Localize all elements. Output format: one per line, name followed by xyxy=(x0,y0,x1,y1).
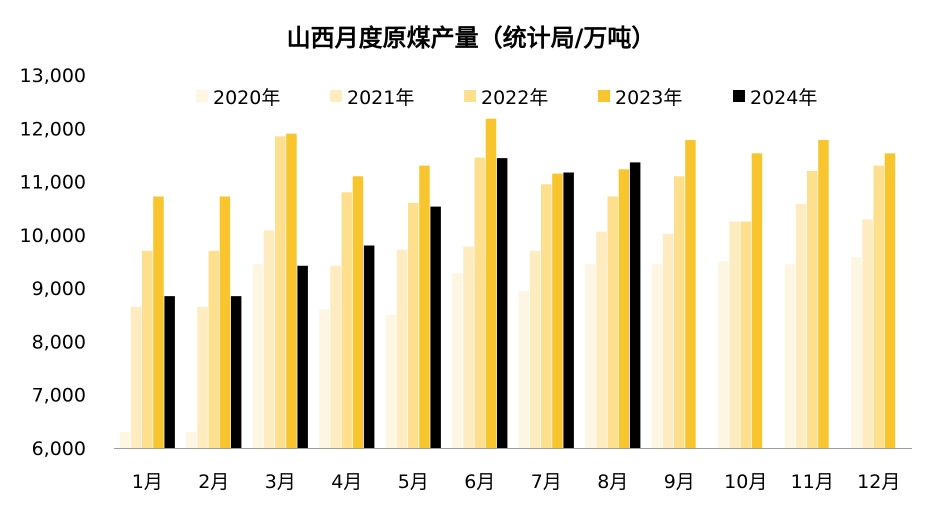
bar xyxy=(164,296,175,448)
bar xyxy=(130,306,142,448)
bar xyxy=(818,140,829,448)
bar xyxy=(197,306,208,448)
bar xyxy=(385,314,397,448)
legend-label: 2024年 xyxy=(750,87,817,109)
bar xyxy=(851,257,862,448)
bar xyxy=(541,184,552,448)
x-tick-label: 7月 xyxy=(531,471,562,493)
bar xyxy=(341,192,352,448)
legend: 2020年 2021年 2022年 2023年 2024年 xyxy=(196,87,817,109)
legend-label: 2022年 xyxy=(481,87,548,109)
bar xyxy=(142,250,153,448)
legend-swatch xyxy=(196,90,208,102)
bar xyxy=(807,170,818,448)
bars xyxy=(119,118,896,449)
legend-label: 2020年 xyxy=(213,87,280,109)
bar xyxy=(219,196,231,448)
y-tick-label: 9,000 xyxy=(32,278,86,300)
bar xyxy=(718,261,729,448)
bar xyxy=(452,273,463,448)
bar xyxy=(208,250,219,448)
bar xyxy=(607,196,618,448)
x-tick-label: 10月 xyxy=(724,471,767,493)
bar xyxy=(795,203,807,448)
x-tick-label: 12月 xyxy=(857,471,900,493)
x-tick-label: 8月 xyxy=(597,471,628,493)
bar xyxy=(651,264,663,448)
x-tick-label: 3月 xyxy=(265,471,296,493)
bar xyxy=(319,309,330,448)
bar xyxy=(618,169,630,448)
bar xyxy=(275,136,286,448)
bar xyxy=(363,245,375,448)
bar xyxy=(119,432,131,448)
x-tick-label: 4月 xyxy=(331,471,362,493)
bar xyxy=(419,165,430,449)
bar xyxy=(674,176,685,448)
bar xyxy=(784,264,796,448)
bar xyxy=(873,165,884,449)
bar xyxy=(585,264,596,448)
bar xyxy=(430,206,441,448)
bar xyxy=(751,153,763,448)
bar xyxy=(862,219,873,448)
bar xyxy=(297,265,308,448)
y-tick-label: 8,000 xyxy=(32,331,86,353)
x-axis: 1月 2月 3月 4月 5月 6月 7月 8月 9月 10月 11月 12月 xyxy=(114,448,912,493)
bar xyxy=(286,133,297,448)
bar xyxy=(740,221,751,448)
legend-label: 2021年 xyxy=(347,87,414,109)
bar xyxy=(529,250,541,448)
bar xyxy=(552,173,563,449)
bar xyxy=(596,231,607,448)
bar xyxy=(408,202,419,448)
bar xyxy=(396,249,408,448)
y-tick-label: 6,000 xyxy=(32,438,86,460)
bar xyxy=(352,176,364,448)
bar xyxy=(474,157,485,449)
legend-label: 2023年 xyxy=(615,87,682,109)
bar xyxy=(518,290,530,448)
y-tick-label: 7,000 xyxy=(32,385,86,407)
bar xyxy=(563,172,574,448)
bar xyxy=(153,196,164,448)
x-tick-label: 2月 xyxy=(198,471,229,493)
bar xyxy=(463,246,474,448)
x-tick-label: 9月 xyxy=(664,471,695,493)
x-tick-label: 6月 xyxy=(464,471,495,493)
x-tick-label: 1月 xyxy=(132,471,163,493)
bar xyxy=(252,264,264,448)
bar xyxy=(186,432,197,448)
bar xyxy=(496,158,508,448)
x-tick-label: 11月 xyxy=(791,471,834,493)
legend-swatch xyxy=(733,90,745,102)
y-tick-label: 11,000 xyxy=(20,172,86,194)
bar xyxy=(685,140,696,448)
bar xyxy=(629,162,641,449)
bar xyxy=(263,230,275,448)
bar xyxy=(662,233,674,448)
bar xyxy=(330,265,341,448)
chart-title: 山西月度原煤产量（统计局/万吨） xyxy=(286,24,656,52)
legend-swatch xyxy=(464,90,476,102)
legend-swatch xyxy=(330,90,342,102)
bar xyxy=(485,118,497,449)
legend-swatch xyxy=(598,90,610,102)
x-tick-label: 5月 xyxy=(398,471,429,493)
bar xyxy=(729,221,740,448)
y-tick-label: 12,000 xyxy=(20,118,86,140)
bar xyxy=(884,153,896,448)
y-tick-label: 10,000 xyxy=(20,225,86,247)
y-tick-label: 13,000 xyxy=(20,65,86,87)
y-axis: 6,000 7,000 8,000 9,000 10,000 11,000 12,000 13… xyxy=(20,65,86,460)
bar xyxy=(230,296,242,448)
